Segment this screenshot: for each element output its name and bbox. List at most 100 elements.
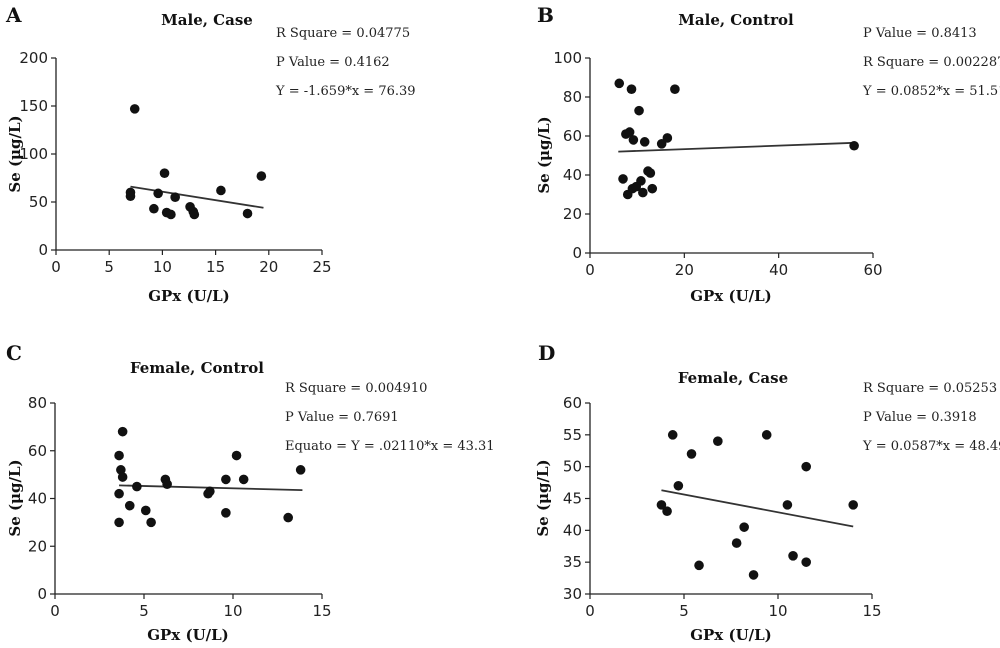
- y-tick-label: 100: [19, 145, 48, 163]
- data-point: [231, 450, 242, 461]
- data-point: [731, 538, 742, 548]
- scatter-panel-c: 0 5 10 15 0 20 40 60 80 C Female, Control GPx (U/L)…: [6, 341, 495, 644]
- data-point: [189, 209, 200, 220]
- data-point: [624, 127, 635, 137]
- data-point: [634, 105, 644, 116]
- x-axis-title: GPx (U/L): [148, 287, 230, 305]
- y-tick-label: 60: [563, 394, 582, 412]
- data-point: [647, 183, 658, 194]
- y-tick-label: 100: [553, 49, 582, 67]
- regression-line: [618, 141, 855, 153]
- stat-annotation: R Square = 0.04775: [276, 26, 410, 41]
- y-tick-label: 30: [563, 585, 582, 603]
- data-point: [256, 171, 267, 181]
- data-point: [170, 192, 180, 202]
- y-axis-title: Se (μg/L): [6, 115, 24, 192]
- scatter-panel-d: 0 5 10 15 30 35 40 45 50 55 60 D Female, Case GPx (U/…: [534, 341, 1000, 644]
- chart-title: Female, Case: [678, 369, 788, 387]
- data-point: [801, 557, 811, 567]
- x-tick-label: 25: [312, 258, 331, 276]
- x-tick-label: 0: [51, 258, 61, 276]
- stat-annotation: R Square = 0.004910: [285, 381, 427, 396]
- data-point: [114, 488, 124, 499]
- stat-annotation: P Value = 0.4162: [276, 55, 390, 70]
- data-point: [116, 465, 126, 475]
- regression-line: [661, 489, 854, 528]
- data-point: [149, 203, 159, 214]
- y-tick-label: 0: [572, 244, 582, 262]
- data-point: [673, 480, 684, 491]
- x-tick-label: 0: [585, 602, 595, 620]
- data-point: [782, 500, 793, 510]
- data-point: [125, 191, 136, 202]
- data-point: [694, 560, 704, 571]
- x-axis-title: GPx (U/L): [147, 626, 229, 644]
- y-tick-label: 80: [28, 394, 47, 412]
- x-tick-label: 10: [223, 602, 242, 620]
- stat-annotation: Y = 0.0587*x = 48.49: [862, 439, 1000, 454]
- data-point: [117, 472, 128, 482]
- x-tick-label: 0: [50, 602, 60, 620]
- stat-annotation: Y = 0.0852*x = 51.51: [862, 84, 1000, 99]
- x-tick-label: 20: [675, 261, 694, 279]
- data-point: [788, 551, 798, 561]
- x-axis-title: GPx (U/L): [690, 626, 772, 644]
- data-point: [645, 168, 656, 178]
- panel-letter: C: [6, 341, 22, 365]
- y-tick-label: 40: [563, 521, 582, 539]
- data-point: [221, 474, 231, 485]
- data-point: [638, 187, 648, 198]
- data-point: [132, 481, 142, 492]
- y-tick-label: 40: [28, 490, 47, 508]
- data-point: [618, 174, 628, 184]
- data-point: [801, 461, 811, 472]
- y-tick-label: 20: [28, 537, 47, 555]
- panel-letter: D: [538, 341, 555, 365]
- data-point: [636, 176, 646, 186]
- y-tick-label: 0: [37, 585, 47, 603]
- scatter-panel-a: 0 5 10 15 20 25 0 50 100 150 200 A Male, Case GPx (U/…: [5, 3, 416, 305]
- data-point: [117, 426, 128, 437]
- x-tick-label: 15: [206, 258, 225, 276]
- stat-annotation: Equato = Y = .02110*x = 43.31: [285, 439, 495, 454]
- data-point: [656, 500, 667, 510]
- stat-annotation: P Value = 0.8413: [863, 26, 977, 41]
- x-tick-label: 5: [104, 258, 114, 276]
- y-tick-label: 80: [563, 88, 582, 106]
- data-point: [686, 449, 697, 459]
- x-tick-label: 60: [863, 261, 882, 279]
- data-point: [146, 517, 156, 528]
- data-point: [662, 133, 673, 143]
- x-tick-label: 0: [585, 261, 595, 279]
- data-point: [614, 78, 625, 89]
- stat-annotation: P Value = 0.7691: [285, 410, 399, 425]
- regression-line: [130, 185, 264, 209]
- chart-title: Male, Control: [678, 11, 794, 29]
- stat-annotation: R Square = 0.002287: [863, 55, 1000, 70]
- y-tick-label: 20: [563, 205, 582, 223]
- data-point: [216, 185, 226, 196]
- data-point: [667, 430, 678, 440]
- y-tick-label: 35: [563, 553, 582, 571]
- data-point: [242, 208, 253, 219]
- data-point: [748, 570, 759, 580]
- data-point: [114, 517, 124, 528]
- data-point: [295, 465, 306, 475]
- data-point: [205, 486, 215, 497]
- x-axis-title: GPx (U/L): [690, 287, 772, 305]
- data-point: [761, 430, 772, 440]
- y-tick-label: 60: [28, 442, 47, 460]
- data-point: [221, 508, 231, 518]
- data-point: [639, 137, 650, 147]
- stat-annotation: P Value = 0.3918: [863, 410, 977, 425]
- y-tick-label: 55: [563, 426, 582, 444]
- panel-letter: A: [5, 3, 22, 27]
- x-tick-label: 5: [139, 602, 149, 620]
- x-tick-label: 40: [769, 261, 788, 279]
- scatter-panel-b: 0 20 40 60 0 20 40 60 80 100 B Male, Control GPx (U/…: [535, 3, 1000, 305]
- data-point: [124, 500, 135, 511]
- stat-annotation: R Square = 0.05253: [863, 381, 997, 396]
- x-tick-label: 10: [768, 602, 787, 620]
- data-point: [140, 505, 151, 516]
